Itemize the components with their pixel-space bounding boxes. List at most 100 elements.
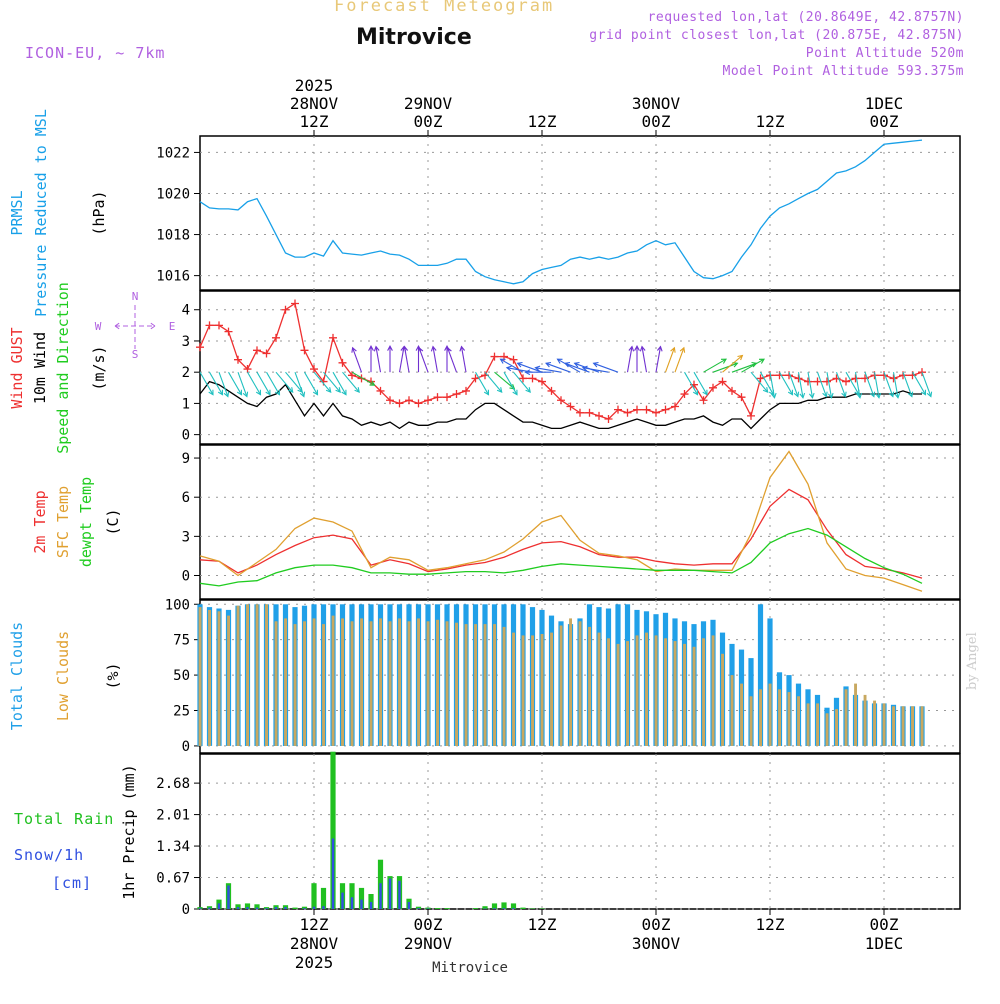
gust-marker — [453, 390, 461, 398]
time-label-bottom: 12Z — [300, 915, 329, 934]
gust-marker — [405, 396, 413, 404]
wind-speed-line — [200, 382, 922, 429]
y-tick-label-temperature: 6 — [182, 490, 190, 506]
wind-direction-arrow — [419, 348, 428, 372]
snow-bar — [370, 902, 372, 909]
low-cloud-bar — [322, 624, 325, 746]
low-cloud-bar — [712, 635, 715, 746]
compass-e: E — [169, 320, 176, 333]
snow-bar — [303, 908, 305, 909]
time-label-bottom: 2025 — [295, 953, 334, 972]
gust-marker — [434, 393, 442, 401]
snow-bar — [341, 893, 343, 909]
compass-s: S — [132, 348, 139, 361]
gust-marker — [443, 393, 451, 401]
rain-bar — [435, 908, 440, 909]
snow-bar — [246, 907, 248, 909]
low-cloud-bar — [788, 692, 791, 746]
y-tick-label-pressure: 1018 — [156, 228, 190, 244]
y-tick-label-temperature: 9 — [182, 451, 190, 467]
snow-bar — [322, 906, 324, 909]
gust-marker — [804, 378, 812, 386]
time-label-top: 1DEC — [865, 94, 904, 113]
requested-coords: requested lon,lat (20.8649E, 42.8757N) — [648, 10, 964, 25]
low-cloud-bar — [892, 706, 895, 746]
pressure-line — [200, 140, 922, 284]
low-cloud-bar — [797, 696, 800, 746]
wind-gust-label: Wind GUST — [8, 327, 26, 408]
gust-marker — [624, 409, 632, 417]
low-cloud-bar — [921, 706, 924, 746]
gust-marker — [215, 321, 223, 329]
y-tick-label-wind: 4 — [182, 303, 190, 319]
wind-direction-arrow — [485, 372, 502, 392]
rain-bar — [473, 908, 478, 909]
wind-direction-arrow — [675, 348, 684, 372]
rain-bar — [311, 883, 316, 909]
snow-bar — [218, 903, 220, 909]
gust-marker — [301, 346, 309, 354]
low-cloud-bar — [769, 684, 772, 746]
low-cloud-bar — [693, 647, 696, 746]
gust-marker — [595, 412, 603, 420]
model-altitude: Model Point Altitude 593.375m — [723, 64, 964, 79]
low-cloud-bar — [531, 635, 534, 746]
y-tick-label-precipitation: 0 — [182, 902, 190, 918]
snow-bar — [275, 907, 277, 909]
gust-marker — [652, 409, 660, 417]
gust-marker — [196, 343, 204, 351]
low-cloud-bar — [265, 604, 268, 746]
low-cloud-bar — [864, 695, 867, 746]
low-cloud-bar — [645, 633, 648, 746]
low-cloud-bar — [702, 638, 705, 746]
low-cloud-bar — [560, 626, 563, 746]
temp-unit: (C) — [104, 508, 122, 535]
compass-n: N — [132, 290, 139, 303]
snow-bar — [208, 908, 210, 909]
snow-bar — [427, 909, 429, 910]
gust-marker — [823, 378, 831, 386]
low-cloud-bar — [484, 624, 487, 746]
low-cloud-bar — [778, 689, 781, 746]
gust-marker — [415, 399, 423, 407]
wind-direction-arrow — [808, 372, 813, 398]
panel-frame-pressure — [200, 136, 960, 290]
total-cloud-label: Total Clouds — [8, 622, 26, 730]
wind-direction-arrow — [704, 359, 727, 372]
low-cloud-bar — [750, 696, 753, 746]
time-label-bottom: 29NOV — [404, 934, 453, 953]
low-cloud-bar — [218, 611, 221, 746]
chart-title: Forecast Meteogram — [334, 0, 554, 16]
y-tick-label-wind: 3 — [182, 334, 190, 350]
y-tick-label-precipitation: 2.01 — [156, 808, 190, 824]
wind-direction-arrow — [827, 372, 832, 398]
wind-direction-arrow — [751, 372, 768, 392]
snow-bar — [484, 909, 486, 910]
low-cloud-bar — [636, 635, 639, 746]
low-cloud-bar — [826, 713, 829, 746]
wind-direction-arrow — [405, 347, 410, 373]
y-tick-label-temperature: 3 — [182, 529, 190, 545]
time-label-bottom: 1DEC — [865, 934, 904, 953]
wind-direction-arrow — [799, 372, 804, 398]
low-cloud-label: Low Clouds — [54, 631, 72, 721]
low-cloud-bar — [807, 703, 810, 746]
low-cloud-bar — [379, 618, 382, 746]
low-cloud-bar — [246, 604, 249, 746]
low-cloud-bar — [360, 618, 363, 746]
low-cloud-bar — [332, 616, 335, 746]
time-label-bottom: 12Z — [756, 915, 785, 934]
low-cloud-bar — [626, 641, 629, 746]
wind-direction-arrow — [742, 359, 765, 372]
y-tick-label-wind: 0 — [182, 428, 190, 444]
snow-bar — [313, 907, 315, 909]
gust-marker — [795, 374, 803, 382]
y-tick-label-clouds: 25 — [173, 704, 190, 720]
time-label-top: 28NOV — [290, 94, 339, 113]
wind-direction-arrow — [628, 347, 633, 373]
snow-bar — [332, 839, 334, 910]
time-label-top: 29NOV — [404, 94, 453, 113]
low-cloud-bar — [617, 644, 620, 746]
model-label: ICON-EU, ~ 7km — [25, 44, 165, 62]
